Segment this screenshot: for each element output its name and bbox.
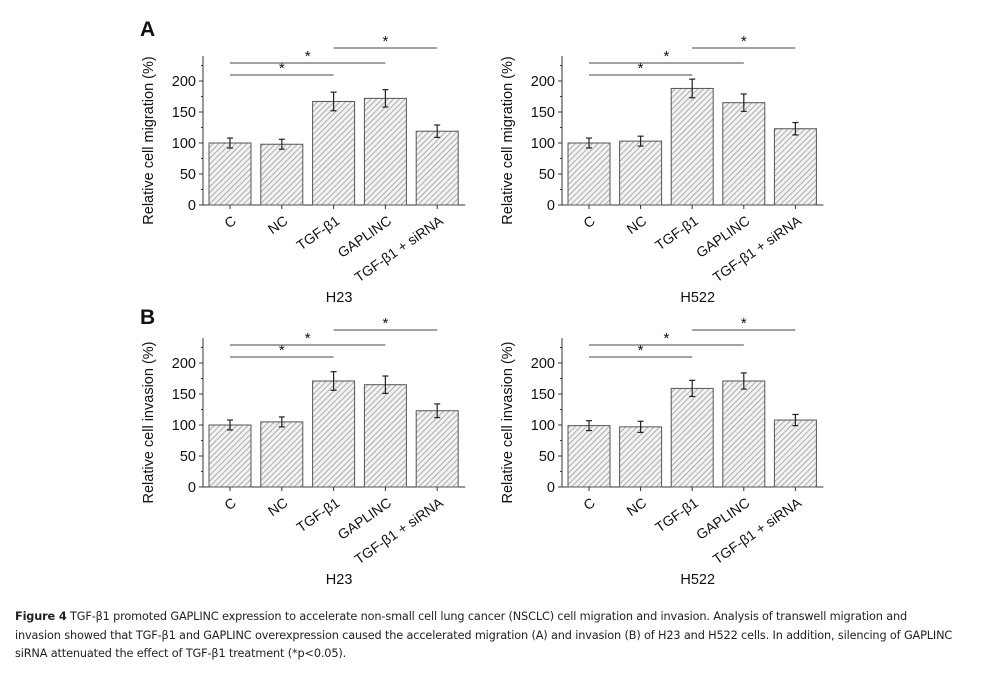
bar [260,421,304,488]
y-tick-label: 50 [180,449,196,465]
x-tick-label: NC [624,212,650,237]
y-tick-label: 0 [547,198,555,214]
caption-line-2: invasion showed that TGF-β1 and GAPLINC … [15,628,953,642]
bar [773,419,817,488]
bar [722,102,766,206]
chart-title: H23 [326,572,353,588]
y-tick-label: 0 [188,198,196,214]
caption-text-1: TGF-β1 promoted GAPLINC expression to ac… [66,610,908,623]
y-tick-label: 150 [531,387,555,403]
chart-title: H23 [326,290,353,306]
significance-star: * [663,330,669,347]
significance-star: * [305,48,311,65]
significance-star: * [741,33,747,50]
panel-label-b: B [140,306,155,329]
caption-figure-label: Figure 4 [15,610,67,623]
y-tick-label: 100 [172,418,196,434]
bar [208,142,252,206]
y-tick-label: 50 [539,449,555,465]
significance-star: * [305,330,311,347]
y-tick-label: 0 [547,480,555,496]
x-tick-label: TGF-β1 + siRNA [351,494,446,567]
y-tick-label: 100 [172,136,196,152]
x-tick-label: C [580,494,597,513]
y-tick-label: 200 [172,74,196,90]
x-tick-label: NC [265,494,291,519]
significance-star: * [663,48,669,65]
y-tick-label: 150 [531,105,555,121]
caption-line-3: siRNA attenuated the effect of TGF-β1 tr… [15,647,347,660]
bar [773,128,817,206]
y-tick-label: 200 [531,356,555,372]
chart-b-h522: 0 50 100 150 200 Relative cell invasion (%) C N… [500,315,824,588]
y-tick-label: 100 [531,136,555,152]
chart-a-h23: 0 50 100 150 200 Relative cell migration (%) C… [141,33,466,306]
bar [363,384,407,488]
bar [260,143,304,206]
bar [415,410,459,488]
x-tick-label: TGF-β1 + siRNA [710,494,805,567]
significance-star: * [741,315,747,332]
significance-star: * [638,60,644,77]
x-tick-label: NC [624,494,650,519]
x-tick-label: C [580,212,597,231]
bar [363,97,407,206]
y-tick-label: 200 [172,356,196,372]
figure-canvas: A B 0 50 100 150 200 Relative cell migration … [140,18,824,588]
significance-star: * [279,342,285,359]
bar [208,424,252,488]
bar [619,140,663,206]
y-tick-label: 50 [539,167,555,183]
significance-star: * [638,342,644,359]
y-tick-label: 150 [172,387,196,403]
bar [567,425,611,488]
y-tick-label: 150 [172,105,196,121]
chart-title: H522 [680,572,715,588]
bar [415,130,459,206]
significance-star: * [382,33,388,50]
bar [670,87,714,206]
y-tick-label: 100 [531,418,555,434]
x-tick-label: C [221,212,238,231]
chart-title: H522 [680,290,715,306]
bar [312,100,356,206]
bar [722,380,766,488]
y-axis-label: Relative cell invasion (%) [500,342,516,504]
y-tick-label: 50 [180,167,196,183]
figure-caption: Figure 4 TGF-β1 promoted GAPLINC express… [15,608,960,664]
y-axis-label: Relative cell migration (%) [500,56,516,224]
panel-label-a: A [140,18,155,41]
y-tick-label: 200 [531,74,555,90]
bar [670,387,714,488]
significance-star: * [279,60,285,77]
significance-star: * [382,315,388,332]
caption-line-1: Figure 4 TGF-β1 promoted GAPLINC express… [15,608,960,627]
x-tick-label: TGF-β1 + siRNA [710,212,805,285]
chart-b-h23: 0 50 100 150 200 Relative cell invasion (%) C N… [141,315,466,588]
chart-a-h522: 0 50 100 150 200 Relative cell migration (%) C… [500,33,824,306]
x-tick-label: NC [265,212,291,237]
x-tick-label: TGF-β1 + siRNA [351,212,446,285]
y-tick-label: 0 [188,480,196,496]
y-axis-label: Relative cell migration (%) [141,56,157,224]
bar [619,426,663,488]
y-axis-label: Relative cell invasion (%) [141,342,157,504]
bar [567,142,611,206]
bar [312,380,356,488]
x-tick-label: C [221,494,238,513]
